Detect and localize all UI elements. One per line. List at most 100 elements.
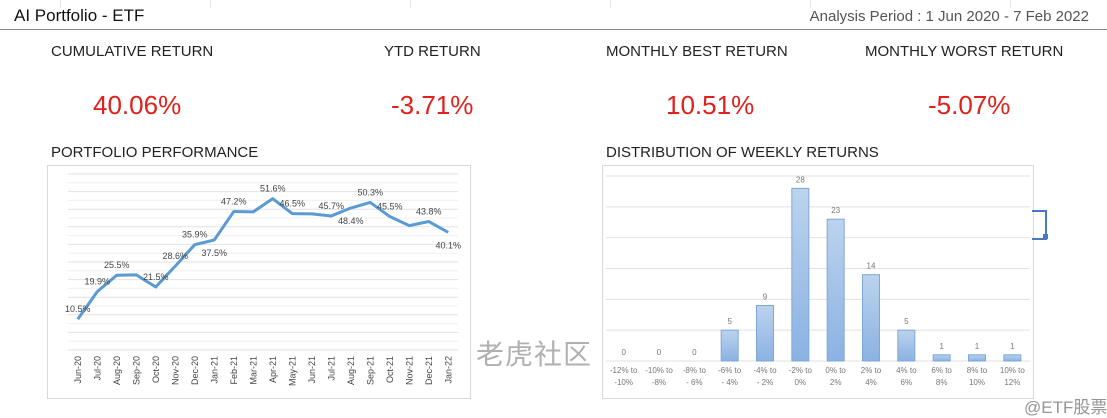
data-label: 25.5% [104, 260, 130, 270]
data-label: 43.8% [416, 207, 442, 217]
data-label: 9 [763, 293, 768, 302]
cell-divider [810, 0, 1011, 8]
cumulative-return-value: 40.06% [93, 90, 182, 120]
data-label: 5 [904, 317, 909, 326]
data-label: 28 [796, 175, 805, 184]
x-tick-label: May-21 [287, 356, 297, 386]
x-tick-label: Jul-21 [326, 356, 336, 381]
portfolio-performance-chart[interactable]: 10.5% Jun-20 19.9% Jul-20 25.5% Aug-20 Sep-20 2… [47, 165, 471, 399]
x-tick-label: Jan-22 [443, 356, 453, 384]
watermark-handle: @ETF股票 [1024, 398, 1107, 417]
cell-divider [410, 0, 611, 8]
ytd-return-label: YTD RETURN [384, 43, 481, 60]
bar [1003, 354, 1022, 362]
x-tick-label: -10% [614, 378, 633, 387]
data-label: 45.7% [318, 201, 344, 211]
x-tick-label: Mar-21 [248, 356, 258, 385]
cell-divider [210, 0, 411, 8]
x-tick-label: -8% to [683, 366, 707, 375]
x-tick-label: Nov-20 [170, 356, 180, 385]
data-label: 0 [657, 348, 662, 357]
analysis-period: Analysis Period : 1 Jun 2020 - 7 Feb 202… [809, 8, 1089, 25]
x-tick-label: Feb-21 [229, 356, 239, 385]
x-tick-label: Nov-21 [404, 356, 414, 385]
cell-divider [0, 0, 61, 8]
data-label: 50.3% [357, 187, 383, 197]
data-label: 10.5% [65, 304, 91, 314]
x-tick-label: 10% to [1000, 366, 1025, 375]
x-tick-label: Dec-20 [190, 356, 200, 385]
portfolio-performance-heading: PORTFOLIO PERFORMANCE [51, 144, 259, 161]
x-tick-label: Oct-21 [385, 356, 395, 383]
cell-divider [610, 0, 811, 8]
bar [968, 354, 986, 362]
monthly-worst-return-label: MONTHLY WORST RETURN [865, 43, 1064, 60]
x-tick-label: Aug-21 [346, 356, 356, 385]
page-title: AI Portfolio - ETF [14, 6, 145, 25]
ytd-return-value: -3.71% [391, 90, 474, 120]
data-label: 47.2% [221, 197, 247, 207]
data-label: 19.9% [84, 277, 110, 287]
x-tick-label: Jan-21 [209, 356, 219, 384]
x-tick-label: 6% [901, 378, 913, 387]
x-tick-label: - 6% [686, 378, 702, 387]
bar [932, 354, 951, 362]
data-label: 1 [939, 342, 944, 351]
monthly-best-return-label: MONTHLY BEST RETURN [606, 43, 788, 60]
x-tick-label: 8% [936, 378, 948, 387]
x-tick-label: 0% [795, 378, 807, 387]
x-tick-label: 4% to [896, 366, 917, 375]
cumulative-return-label: CUMULATIVE RETURN [51, 43, 214, 60]
x-tick-label: Jun-21 [307, 356, 317, 384]
x-tick-label: 6% to [931, 366, 952, 375]
data-label: 35.9% [182, 230, 208, 240]
data-label: 5 [727, 317, 732, 326]
data-label: 46.5% [279, 199, 305, 209]
bar [756, 305, 774, 362]
x-tick-label: -12% to [610, 366, 638, 375]
selection-bracket[interactable] [1032, 210, 1047, 240]
data-label: 1 [975, 342, 980, 351]
data-label: 51.6% [260, 184, 286, 194]
data-label: 48.4% [338, 216, 364, 226]
x-tick-label: Jul-20 [92, 356, 102, 381]
x-tick-label: Oct-20 [151, 356, 161, 383]
data-label: 23 [831, 206, 840, 215]
x-tick-label: 2% to [861, 366, 882, 375]
bar [826, 218, 845, 362]
bar [720, 329, 739, 362]
bar [862, 274, 880, 362]
x-tick-label: Sep-21 [365, 356, 375, 385]
x-tick-label: Jun-20 [73, 356, 83, 384]
watermark-logo: 老虎社区 [476, 339, 593, 370]
x-tick-label: 10% [969, 378, 985, 387]
x-tick-label: 12% [1004, 378, 1020, 387]
x-tick-label: 8% to [967, 366, 988, 375]
resize-handle[interactable] [1043, 234, 1048, 239]
x-tick-label: -10% to [645, 366, 673, 375]
title-bar: AI Portfolio - ETF Analysis Period : 1 J… [0, 0, 1107, 30]
x-tick-label: 0% to [825, 366, 846, 375]
x-tick-label: 4% [865, 378, 877, 387]
data-label: 40.1% [435, 240, 461, 250]
monthly-worst-return-value: -5.07% [928, 90, 1011, 120]
performance-line [76, 197, 449, 321]
x-tick-label: -4% to [753, 366, 777, 375]
distribution-heading: DISTRIBUTION OF WEEKLY RETURNS [606, 144, 879, 161]
weekly-returns-chart[interactable]: 0 -12% to -10% 0 -10% to -8% 0 -8% to - 6% 5 -6% t… [602, 165, 1034, 399]
data-label: 0 [621, 348, 626, 357]
data-label: 21.5% [143, 272, 169, 282]
x-tick-label: -2% to [789, 366, 813, 375]
x-tick-label: -8% [652, 378, 666, 387]
x-tick-label: Aug-20 [112, 356, 122, 385]
x-tick-label: Apr-21 [268, 356, 278, 383]
x-tick-label: Dec-21 [424, 356, 434, 385]
data-label: 28.6% [162, 251, 188, 261]
line-chart-svg: 10.5% Jun-20 19.9% Jul-20 25.5% Aug-20 Sep-20 2… [65, 173, 461, 386]
data-label: 0 [692, 348, 697, 357]
data-label: 1 [1010, 342, 1015, 351]
bar [897, 329, 916, 362]
bar-chart-svg: 0 -12% to -10% 0 -10% to -8% 0 -8% to - 6% 5 -6% t… [606, 175, 1030, 387]
bar [791, 187, 810, 362]
x-tick-label: - 2% [757, 378, 773, 387]
